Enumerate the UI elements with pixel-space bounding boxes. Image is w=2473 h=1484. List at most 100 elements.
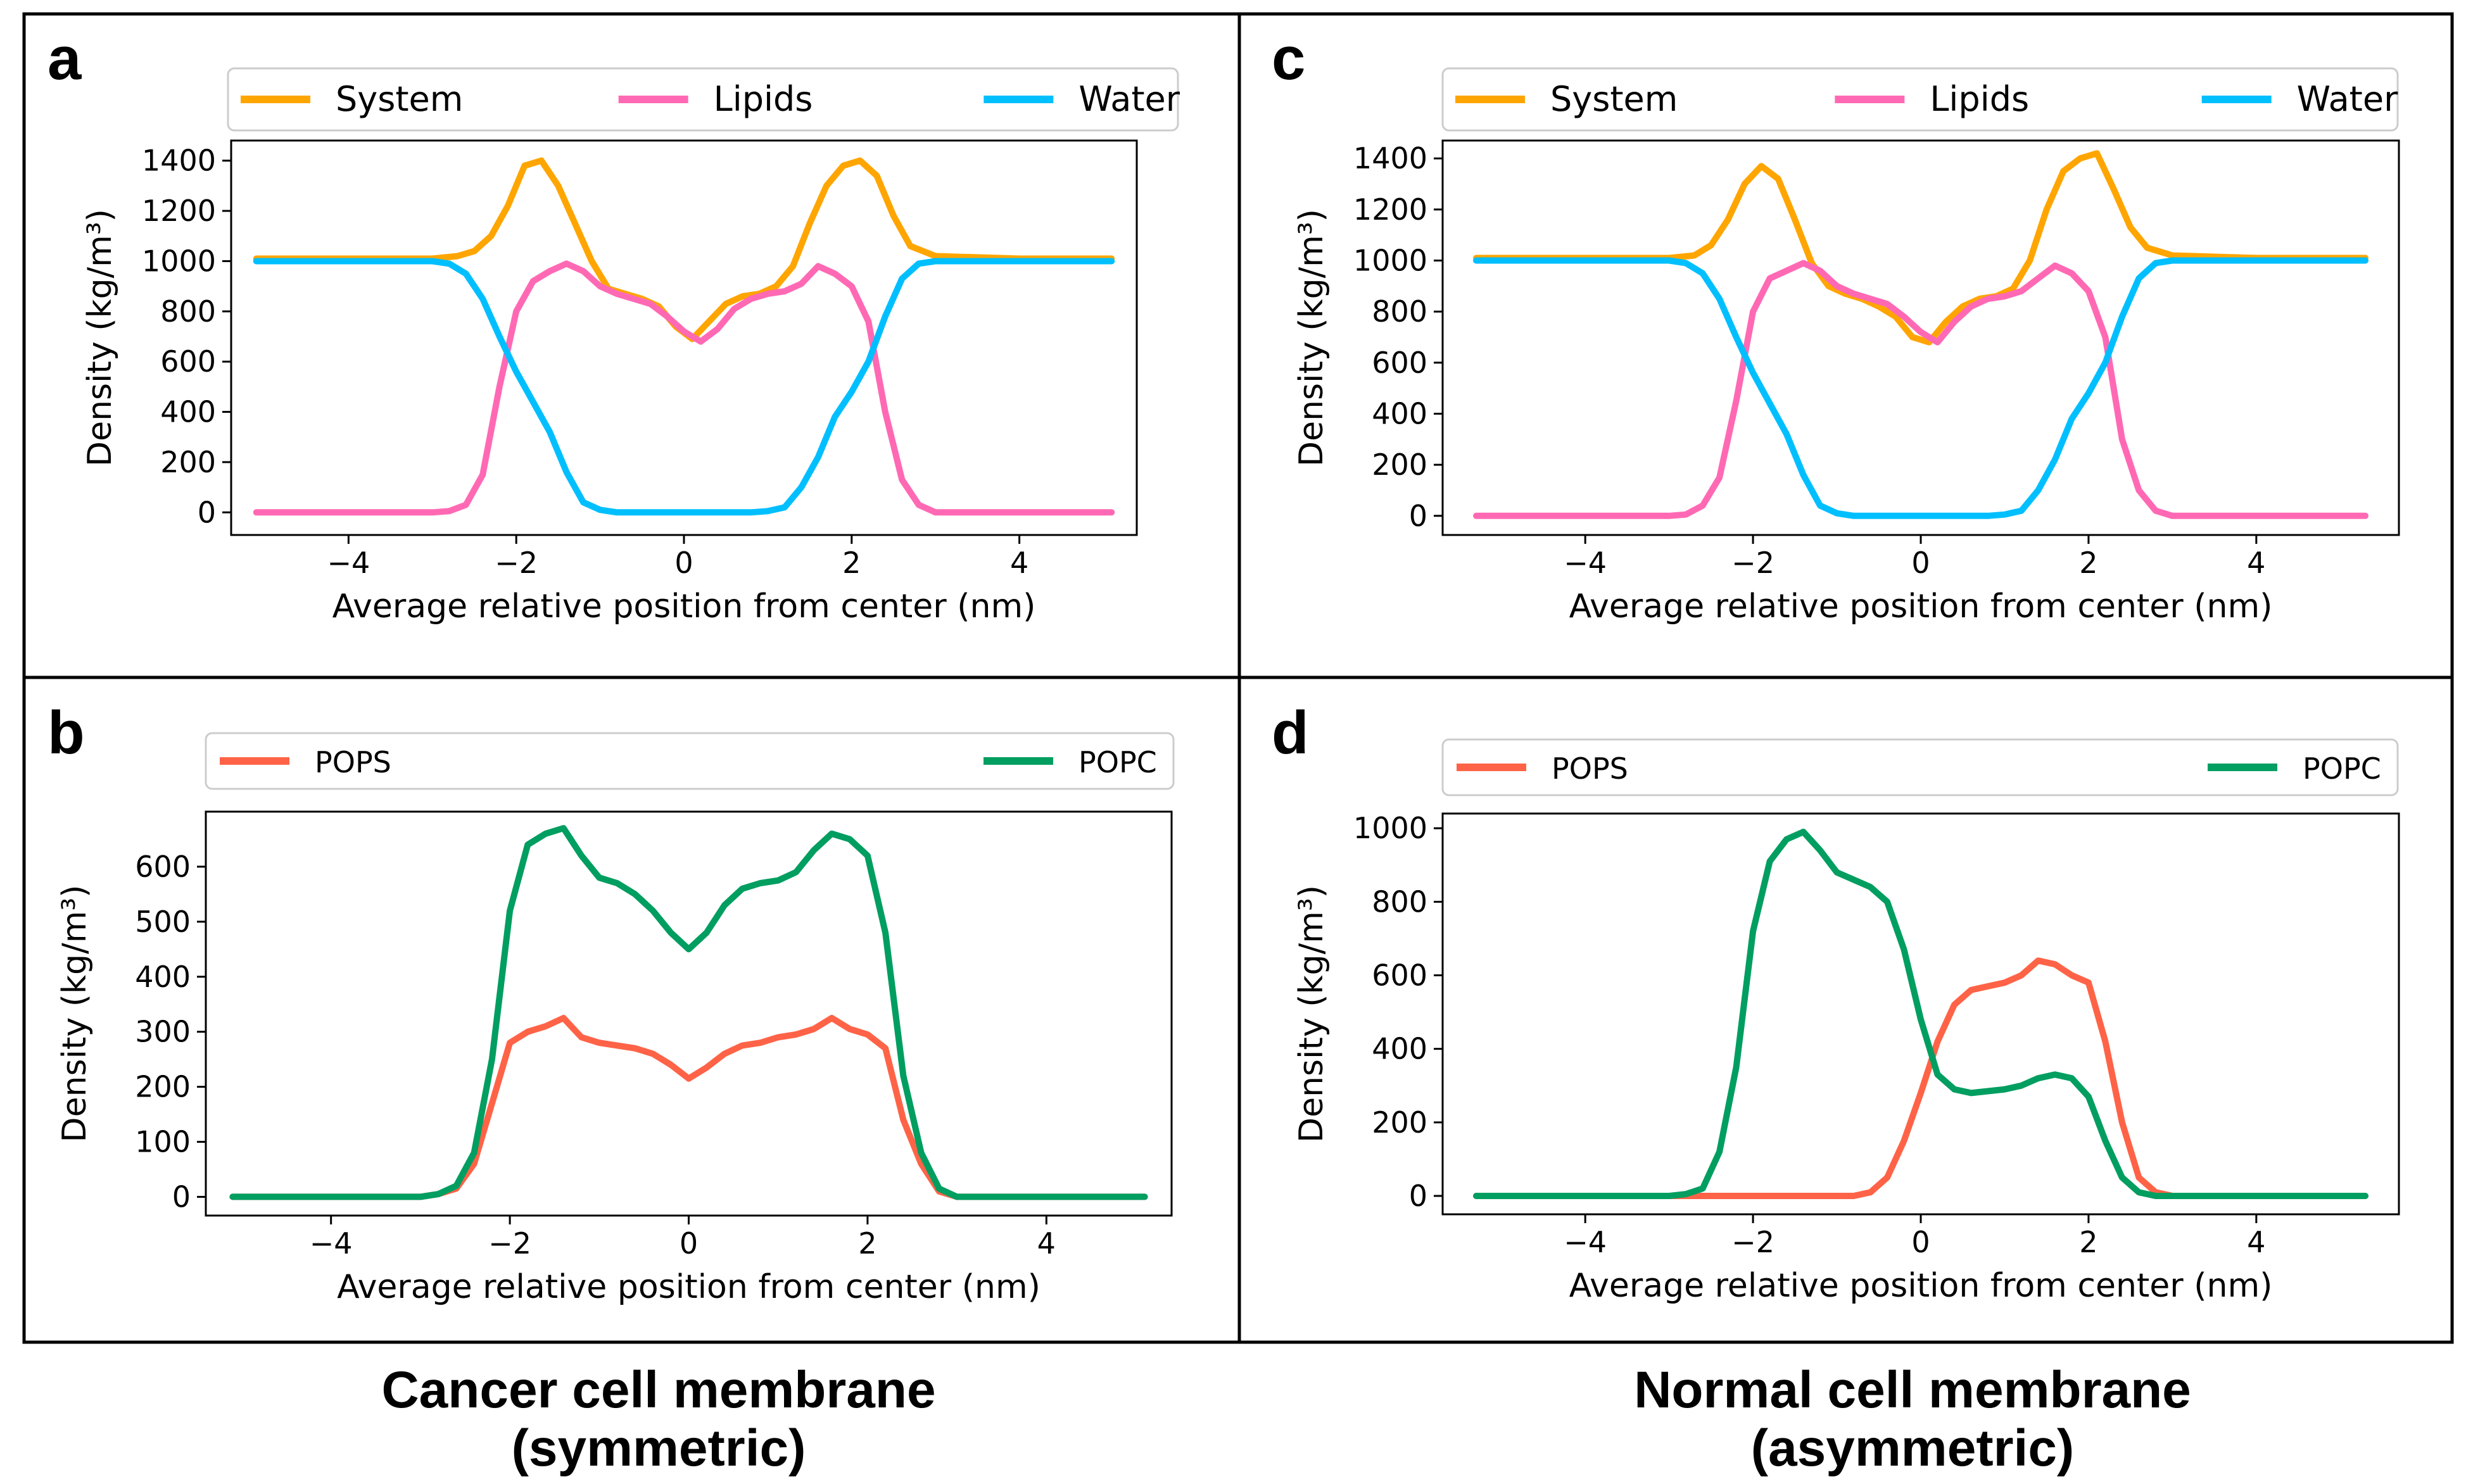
series-line-popc xyxy=(229,825,1148,1200)
panel-label: a xyxy=(47,25,82,92)
legend-box xyxy=(1441,67,2399,132)
x-axis-label: Average relative position from center (n… xyxy=(1569,1267,2273,1305)
caption-cancer-line2: (symmetric) xyxy=(511,1419,806,1477)
y-tick-label: 0 xyxy=(172,1179,191,1214)
y-axis-label: Density (kg/m³) xyxy=(81,209,119,467)
legend: System Lipids Water xyxy=(1441,67,2399,132)
legend-label-pops: POPS xyxy=(1552,751,1628,786)
y-tick-label: 800 xyxy=(1372,294,1427,329)
y-tick-label: 1400 xyxy=(142,144,216,178)
x-tick-label: 0 xyxy=(680,1226,698,1261)
chart-panel-d: d −4 −2 0 2 4 0 200 400 600 800 1000 Average relativ… xyxy=(1272,699,2400,1305)
y-tick-label: 100 xyxy=(135,1125,191,1159)
series-line-lipids xyxy=(1473,260,2369,519)
panel-label: c xyxy=(1272,25,1305,92)
x-tick-label: −4 xyxy=(310,1226,353,1261)
series-line-water xyxy=(1473,257,2369,519)
y-axis-label: Density (kg/m³) xyxy=(56,885,94,1143)
legend-label-water: Water xyxy=(2297,79,2398,119)
legend-label-lipids: Lipids xyxy=(714,79,813,119)
y-tick-label: 1000 xyxy=(1353,244,1427,278)
series-line-system xyxy=(1473,150,2369,346)
x-tick-label: −4 xyxy=(1564,546,1607,580)
caption-cancer-line1: Cancer cell membrane xyxy=(381,1361,936,1419)
caption-normal-membrane: Normal cell membrane (asymmetric) xyxy=(1596,1361,2229,1478)
legend: POPS POPC xyxy=(205,732,1175,790)
legend: POPS POPC xyxy=(1441,738,2399,796)
y-tick-label: 1000 xyxy=(1353,811,1427,845)
x-axis-label: Average relative position from center (n… xyxy=(332,588,1036,626)
legend-label-system: System xyxy=(1550,79,1678,119)
x-tick-label: −4 xyxy=(1564,1225,1607,1259)
x-tick-label: 4 xyxy=(1010,546,1028,580)
y-tick-label: 800 xyxy=(160,294,216,329)
figure-frame xyxy=(22,12,2454,1344)
series-line-pops xyxy=(1473,957,2369,1199)
x-tick-label: 2 xyxy=(2079,546,2097,580)
x-tick-label: 4 xyxy=(2247,1225,2265,1259)
legend-label-lipids: Lipids xyxy=(1930,79,2029,119)
caption-normal-line1: Normal cell membrane xyxy=(1634,1361,2191,1419)
x-tick-label: 0 xyxy=(1911,1225,1930,1259)
y-tick-label: 1400 xyxy=(1353,141,1427,175)
x-tick-label: −4 xyxy=(327,546,370,580)
y-tick-label: 200 xyxy=(135,1070,191,1104)
series-line-water xyxy=(253,258,1115,516)
y-tick-label: 800 xyxy=(1372,884,1427,919)
y-tick-label: 600 xyxy=(135,850,191,884)
y-axis-label: Density (kg/m³) xyxy=(1293,209,1331,467)
x-tick-label: 4 xyxy=(1037,1226,1056,1261)
chart-panel-a: a −4 −2 0 2 4 0 200 400 600 800 1000 1200 1400 Average… xyxy=(47,25,1180,626)
x-axis-label: Average relative position from center (n… xyxy=(337,1268,1040,1306)
x-tick-label: −2 xyxy=(1731,1225,1774,1259)
legend-label-popc: POPC xyxy=(1078,745,1157,779)
y-tick-label: 200 xyxy=(1372,1105,1427,1140)
x-tick-label: −2 xyxy=(495,546,538,580)
y-tick-label: 600 xyxy=(1372,346,1427,380)
y-axis-label: Density (kg/m³) xyxy=(1293,885,1331,1143)
y-tick-label: 200 xyxy=(1372,448,1427,482)
x-tick-label: −2 xyxy=(1731,546,1774,580)
y-tick-label: 1000 xyxy=(142,244,216,278)
legend-label-system: System xyxy=(336,79,463,119)
legend-label-pops: POPS xyxy=(315,745,391,779)
y-tick-label: 400 xyxy=(135,960,191,994)
y-tick-label: 400 xyxy=(160,395,216,429)
caption-cancer-membrane: Cancer cell membrane (symmetric) xyxy=(342,1361,975,1478)
panel-label: b xyxy=(47,699,85,767)
legend-box xyxy=(227,67,1179,132)
x-tick-label: 2 xyxy=(842,546,861,580)
legend-label-popc: POPC xyxy=(2303,751,2381,786)
caption-normal-line2: (asymmetric) xyxy=(1750,1419,2075,1477)
y-tick-label: 600 xyxy=(160,344,216,379)
y-tick-label: 500 xyxy=(135,905,191,939)
series-line-lipids xyxy=(253,260,1115,516)
legend-box xyxy=(1441,738,2399,796)
x-tick-label: 2 xyxy=(858,1226,876,1261)
y-tick-label: 1200 xyxy=(1353,192,1427,227)
y-tick-label: 0 xyxy=(198,495,216,529)
series-line-pops xyxy=(229,1015,1148,1200)
series-line-popc xyxy=(1473,829,2369,1199)
plot-area-border xyxy=(205,810,1173,1217)
x-tick-label: −2 xyxy=(488,1226,531,1261)
y-tick-label: 0 xyxy=(1409,499,1427,533)
chart-panel-c: c −4 −2 0 2 4 0 200 400 600 800 1000 1200 1400 Average… xyxy=(1272,25,2400,626)
legend-box xyxy=(205,732,1175,790)
y-tick-label: 600 xyxy=(1372,959,1427,993)
y-tick-label: 300 xyxy=(135,1015,191,1049)
legend-label-water: Water xyxy=(1078,79,1180,119)
x-tick-label: 0 xyxy=(674,546,693,580)
x-tick-label: 0 xyxy=(1911,546,1930,580)
x-tick-label: 4 xyxy=(2247,546,2265,580)
plot-area-border xyxy=(230,139,1138,536)
x-tick-label: 2 xyxy=(2079,1225,2097,1259)
series-line-system xyxy=(253,157,1115,343)
y-tick-label: 200 xyxy=(160,445,216,479)
y-tick-label: 1200 xyxy=(142,194,216,228)
y-tick-label: 400 xyxy=(1372,1032,1427,1066)
panel-label: d xyxy=(1272,699,1309,767)
legend: System Lipids Water xyxy=(227,67,1180,132)
x-axis-label: Average relative position from center (n… xyxy=(1569,588,2273,626)
